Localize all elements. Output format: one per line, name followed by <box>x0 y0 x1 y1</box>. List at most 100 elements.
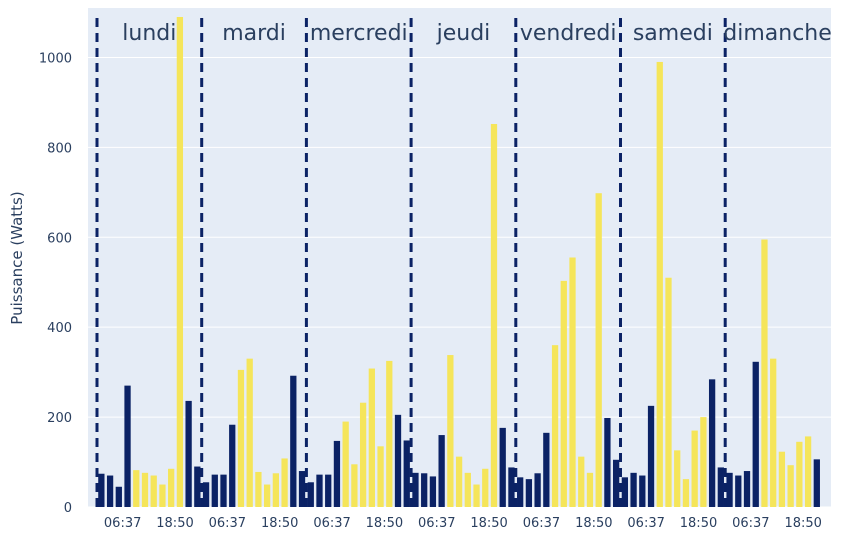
bar <box>98 473 105 507</box>
bar <box>717 467 724 507</box>
day-separators <box>95 18 727 507</box>
bar <box>674 450 681 507</box>
bar <box>124 385 131 507</box>
x-tick-label: 06:37 <box>418 516 455 531</box>
bar <box>141 472 149 507</box>
bar <box>525 479 533 507</box>
x-tick-label: 06:37 <box>313 516 350 531</box>
day-label: vendredi <box>520 21 617 46</box>
day-label: jeudi <box>436 21 491 46</box>
bar <box>464 472 471 507</box>
bar <box>333 440 341 507</box>
x-tick-label: 06:37 <box>732 516 769 531</box>
bar <box>473 484 480 507</box>
bar <box>700 417 707 507</box>
y-tick-label: 200 <box>47 411 72 426</box>
bar <box>359 402 367 507</box>
bar <box>682 479 690 507</box>
x-tick-label: 18:50 <box>784 516 821 531</box>
bar <box>735 475 742 507</box>
bar <box>743 471 751 507</box>
bar <box>316 474 323 507</box>
y-tick-labels: 0 200 400 600 800 1000 <box>39 51 72 516</box>
bar <box>412 472 419 507</box>
bar <box>272 473 280 507</box>
bar <box>115 486 122 507</box>
bar <box>168 468 175 507</box>
bar <box>176 16 184 507</box>
x-tick-label: 06:37 <box>627 516 664 531</box>
bar <box>778 451 786 507</box>
bar <box>691 430 698 507</box>
bar <box>560 280 567 507</box>
bar <box>220 474 227 507</box>
bar <box>150 475 157 507</box>
y-tick-label: 0 <box>64 501 72 516</box>
day-label: lundi <box>122 21 176 46</box>
bar <box>351 464 358 507</box>
day-label: samedi <box>633 21 713 46</box>
bar <box>377 446 384 507</box>
bar <box>429 476 437 507</box>
bar <box>386 360 393 507</box>
bar <box>298 471 306 507</box>
bar <box>726 472 733 507</box>
bar <box>482 468 489 507</box>
bar <box>639 475 646 507</box>
bar <box>202 482 210 507</box>
bar <box>447 355 454 507</box>
y-tick-label: 400 <box>47 321 72 336</box>
bar <box>804 436 812 507</box>
bar <box>647 405 655 507</box>
bar <box>307 482 314 507</box>
bar <box>421 473 428 507</box>
bar <box>368 368 375 507</box>
bar <box>551 345 559 507</box>
x-tick-label: 18:50 <box>470 516 507 531</box>
bars <box>98 16 820 508</box>
bar <box>761 239 768 508</box>
bar <box>185 400 192 507</box>
bar <box>543 432 550 507</box>
bar <box>708 379 716 507</box>
bar <box>665 277 672 507</box>
y-tick-label: 1000 <box>39 51 72 66</box>
bar <box>342 421 349 507</box>
bar <box>569 257 576 507</box>
bar <box>229 424 236 507</box>
bar <box>612 459 620 507</box>
y-tick-label: 800 <box>47 141 72 156</box>
plot-background <box>88 8 831 507</box>
day-label: mardi <box>222 21 286 46</box>
x-tick-labels: 06:37 18:50 06:37 18:50 06:37 18:50 06:37 18:50… <box>104 516 822 531</box>
y-tick-label: 600 <box>47 231 72 246</box>
x-tick-label: 18:50 <box>366 516 403 531</box>
x-tick-label: 06:37 <box>104 516 141 531</box>
bar <box>194 466 201 507</box>
bar <box>621 477 629 507</box>
bar <box>281 458 288 507</box>
bar <box>534 473 541 507</box>
bar <box>517 477 524 507</box>
bar <box>586 472 594 507</box>
bar <box>211 474 218 507</box>
bar <box>595 193 602 507</box>
bar <box>159 484 166 507</box>
bar <box>325 474 332 507</box>
bar <box>394 414 402 507</box>
gridlines <box>88 56 831 508</box>
x-tick-label: 18:50 <box>575 516 612 531</box>
x-tick-label: 06:37 <box>209 516 246 531</box>
bar <box>133 470 140 507</box>
day-label: mercredi <box>310 21 408 46</box>
bar <box>787 465 794 507</box>
bar <box>246 358 253 507</box>
x-tick-label: 06:37 <box>523 516 560 531</box>
bar <box>255 471 262 507</box>
day-labels: lundi mardi mercredi jeudi vendredi samedi dim… <box>122 21 831 46</box>
bar <box>752 361 759 507</box>
bar <box>656 61 663 507</box>
bar <box>290 375 297 507</box>
bar <box>403 440 410 507</box>
